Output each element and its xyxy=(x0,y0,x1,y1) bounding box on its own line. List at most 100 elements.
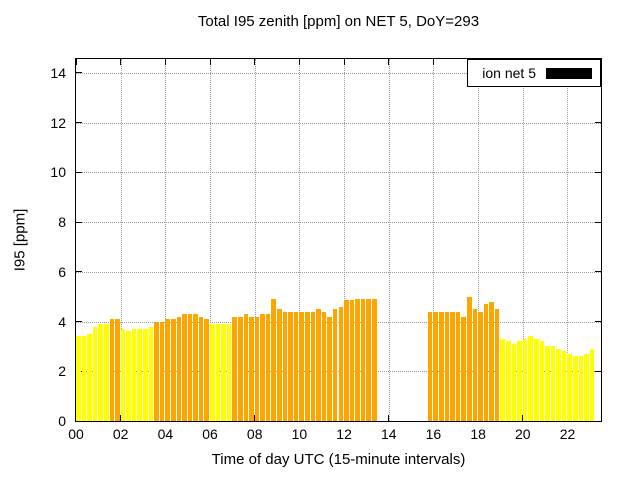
bar xyxy=(332,309,338,421)
y-tick-label: 8 xyxy=(58,214,66,231)
y-tick-right xyxy=(595,221,601,223)
x-tick-label: 06 xyxy=(202,426,218,442)
bar xyxy=(433,311,439,421)
bar xyxy=(120,329,126,421)
x-gridline xyxy=(567,59,569,421)
x-gridline xyxy=(120,59,122,421)
plot-area: ion net 5 0 2 4 6 8 10 12 14 00 02 04 06 08 10 12 14 16 1… xyxy=(50,58,602,442)
x-gridline xyxy=(344,59,346,421)
bar xyxy=(271,299,277,421)
bar xyxy=(249,316,254,421)
bar xyxy=(159,321,165,421)
y-tick-left xyxy=(76,420,82,422)
bar xyxy=(288,311,293,421)
bar xyxy=(182,314,187,421)
chart-title: Total I95 zenith [ppm] on NET 5, DoY=293 xyxy=(197,13,480,30)
bar xyxy=(589,348,595,421)
bar xyxy=(578,356,584,421)
bar xyxy=(494,309,500,421)
bar xyxy=(282,311,288,421)
bar xyxy=(522,338,528,421)
bar xyxy=(360,299,366,421)
x-tick-top xyxy=(209,59,211,65)
bar xyxy=(355,299,360,421)
x-tick-label: 04 xyxy=(157,426,174,442)
y-gridline xyxy=(76,172,601,174)
x-tick-label: 18 xyxy=(470,426,486,442)
bar xyxy=(316,309,321,421)
bar xyxy=(511,343,517,421)
y-tick-label: 0 xyxy=(58,413,66,429)
bar xyxy=(115,319,120,421)
bar xyxy=(321,311,327,421)
bar xyxy=(366,299,371,421)
x-tick-top xyxy=(343,59,345,65)
bar xyxy=(92,326,98,421)
y-tick-right xyxy=(595,321,601,323)
bar xyxy=(148,326,154,421)
bar xyxy=(439,311,444,421)
y-gridline xyxy=(76,271,601,273)
x-tick-top xyxy=(120,59,122,65)
y-tick-label: 14 xyxy=(50,64,66,81)
x-tick-top xyxy=(164,59,166,65)
x-gridline xyxy=(165,59,167,421)
bar xyxy=(545,346,550,421)
x-gridline xyxy=(388,59,390,421)
x-tick-top xyxy=(75,59,77,65)
y-gridline xyxy=(76,72,601,74)
x-tick-label: 14 xyxy=(380,426,397,442)
x-gridline xyxy=(210,59,212,421)
bar xyxy=(584,353,589,421)
y-tick-label: 10 xyxy=(50,164,66,181)
bar xyxy=(221,324,226,421)
bar xyxy=(483,304,489,421)
y-tick-label: 4 xyxy=(58,313,66,330)
legend-swatch xyxy=(546,67,592,79)
bar xyxy=(489,301,494,421)
y-tick-right xyxy=(595,171,601,173)
x-gridline xyxy=(254,59,256,421)
x-gridline xyxy=(478,59,480,421)
bar xyxy=(533,338,539,421)
bar xyxy=(517,341,522,421)
bar xyxy=(372,299,377,421)
x-tick-label: 00 xyxy=(68,426,84,442)
x-tick-top xyxy=(388,59,390,65)
bar xyxy=(198,316,204,421)
bar xyxy=(260,314,265,421)
bar xyxy=(76,336,81,421)
y-tick-right xyxy=(595,122,601,124)
bar xyxy=(98,324,103,421)
x-tick-bottom xyxy=(388,415,390,421)
x-tick-label: 02 xyxy=(112,426,129,442)
bar xyxy=(137,329,142,421)
bar xyxy=(243,314,249,421)
bar xyxy=(293,311,299,421)
bar xyxy=(277,309,282,421)
bar xyxy=(187,314,193,421)
y-tick-right xyxy=(595,370,601,372)
bar xyxy=(143,329,148,421)
bar xyxy=(226,324,232,421)
bar xyxy=(299,311,304,421)
x-tick-label: 20 xyxy=(515,426,531,442)
y-tick-left xyxy=(76,171,82,173)
bar xyxy=(210,324,215,421)
y-tick-right xyxy=(595,420,601,422)
bar xyxy=(265,314,271,421)
y-gridline xyxy=(76,122,601,124)
bar xyxy=(344,300,349,421)
bar xyxy=(550,346,556,421)
y-gridline xyxy=(76,222,601,224)
bar xyxy=(444,311,450,421)
bar xyxy=(539,341,545,421)
bar xyxy=(461,316,466,421)
bar xyxy=(327,316,332,421)
bar xyxy=(304,311,310,421)
x-tick-label: 08 xyxy=(246,426,263,442)
x-tick-top xyxy=(432,59,434,65)
bar xyxy=(87,333,92,421)
y-tick-left xyxy=(76,271,82,273)
